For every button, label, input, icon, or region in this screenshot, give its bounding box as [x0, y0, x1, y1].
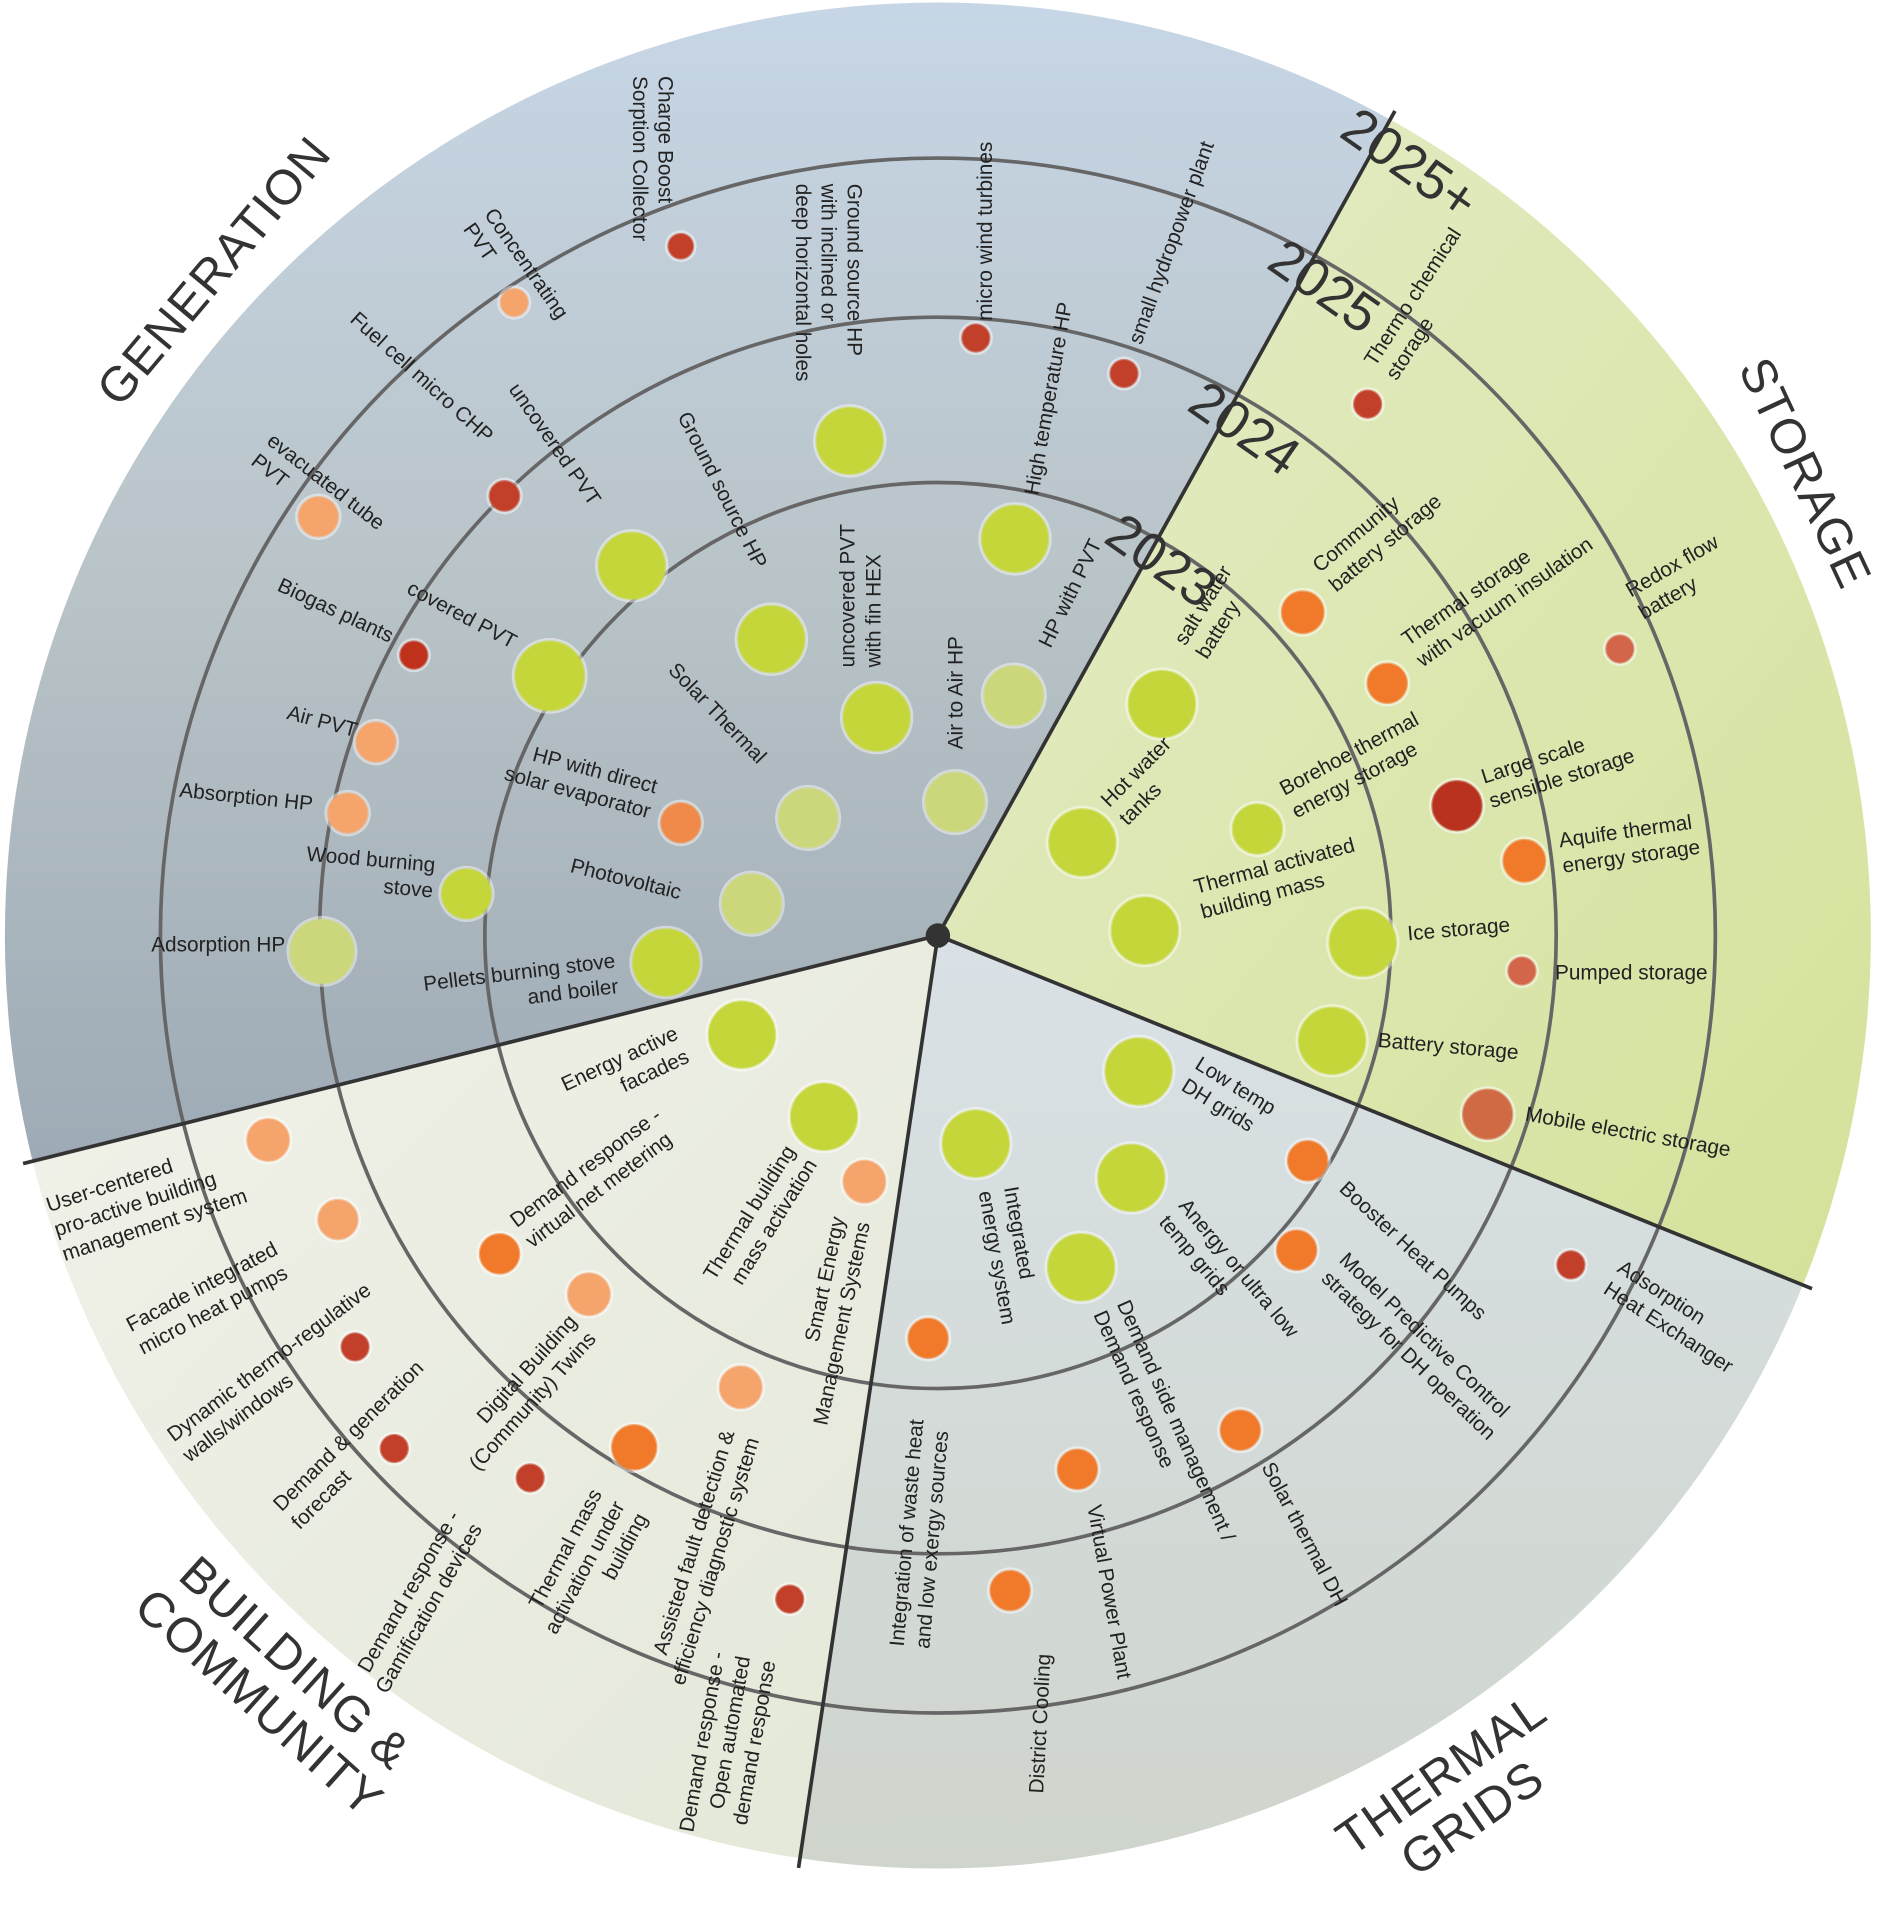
technology-dot: [707, 1000, 777, 1069]
technology-dot: [1110, 896, 1180, 965]
technology-dot: [478, 1233, 521, 1275]
technology-label-line: deep horizontal holes: [791, 184, 814, 382]
sector-divider: [937, 933, 1813, 1291]
sector-divider: [796, 935, 940, 1869]
technology-dot: [488, 480, 521, 512]
technology-dot: [399, 640, 429, 670]
technology-dot: [667, 232, 695, 260]
technology-label-line: uncovered PVT: [837, 524, 860, 668]
sector-divider: [22, 933, 939, 1166]
technology-label: Air to Air HP: [944, 636, 967, 749]
technology-label-line: Sorption Collector: [628, 76, 651, 241]
year-ring: [158, 156, 1718, 1715]
technology-dot: [983, 664, 1045, 727]
technology-dot: [1507, 956, 1537, 986]
technology-dot: [1109, 358, 1139, 389]
technology-label-line: Pumped storage: [1555, 962, 1708, 985]
sector-divider: [936, 110, 1397, 937]
technology-dot: [1461, 1088, 1514, 1140]
technology-dot: [718, 1365, 763, 1410]
technology-dot: [1431, 780, 1483, 832]
technology-dot: [1097, 1143, 1166, 1213]
technology-dot: [815, 406, 885, 476]
technology-label: uncovered PVT with fin HEX: [837, 524, 886, 669]
technology-dot: [842, 683, 911, 752]
technology-dot: [499, 287, 529, 318]
technology-dot: [340, 1332, 370, 1362]
sector-background: [799, 935, 1803, 1869]
technology-dot: [941, 1109, 1011, 1178]
technology-dot: [842, 1159, 887, 1204]
technology-dot: [1048, 808, 1117, 877]
technology-dot: [737, 604, 806, 674]
technology-dot: [1366, 662, 1409, 705]
technology-dot: [1502, 838, 1547, 883]
technology-dot: [989, 1569, 1031, 1612]
technology-label-line: Air to Air HP: [944, 636, 967, 749]
technology-dot: [246, 1117, 291, 1163]
technology-label-line: Adsorption HP: [151, 933, 285, 956]
technology-dot: [924, 771, 986, 833]
technology-dot: [297, 495, 340, 538]
technology-label: Adsorption HP: [151, 933, 285, 956]
technology-label-line: Charge Boost: [654, 76, 677, 203]
technology-label-line: Ground source HP: [842, 184, 865, 356]
technology-dot: [1280, 590, 1325, 635]
technology-dot: [355, 721, 397, 763]
sector-background: [937, 119, 1871, 1286]
technology-dot: [1605, 634, 1635, 664]
center-hub: [925, 923, 951, 948]
technology-label-line: with fin HEX: [862, 554, 885, 668]
technology-dot: [980, 504, 1050, 574]
technology-label: micro wind turbines: [974, 142, 997, 321]
technology-dot: [514, 640, 586, 712]
technology-dot: [288, 918, 356, 985]
technology-dot: [1104, 1037, 1173, 1106]
technology-label-line: micro wind turbines: [974, 142, 997, 321]
technology-dot: [961, 323, 991, 353]
technology-dot: [610, 1424, 658, 1471]
technology-dot: [1219, 1409, 1262, 1451]
technology-label: Ground source HPwith inclined ordeep hor…: [791, 183, 865, 382]
technology-dot: [515, 1463, 545, 1493]
sector-background: [4, 2, 1391, 1162]
technology-dot: [566, 1272, 611, 1317]
technology-label-line: with inclined or: [817, 183, 840, 322]
technology-dot: [1046, 1233, 1116, 1302]
technology-dot: [326, 792, 369, 834]
technology-dot: [789, 1082, 859, 1152]
technology-dot: [379, 1433, 409, 1464]
technology-dot: [317, 1198, 359, 1241]
technology-dot: [1127, 669, 1197, 739]
technology-dot: [1275, 1229, 1318, 1271]
technology-dot: [721, 873, 783, 935]
technology-dot: [1328, 908, 1398, 978]
technology-dot: [907, 1317, 949, 1360]
technology-dot: [777, 787, 839, 849]
technology-dot: [1286, 1139, 1329, 1182]
technology-dot: [631, 928, 701, 997]
technology-dot: [1352, 389, 1383, 419]
sector-background: [32, 935, 938, 1859]
technology-label: Pumped storage: [1555, 962, 1708, 985]
technology-dot: [775, 1584, 805, 1614]
technology-label: Charge BoostSorption Collector: [628, 76, 677, 241]
technology-dot: [597, 531, 667, 601]
technology-label-line: stove: [382, 875, 434, 902]
technology-dot: [1556, 1250, 1586, 1280]
technology-dot: [1056, 1448, 1099, 1491]
technology-dot: [1231, 803, 1284, 855]
technology-dot: [440, 868, 493, 920]
technology-dot: [1297, 1006, 1367, 1076]
technology-dot: [659, 802, 702, 844]
